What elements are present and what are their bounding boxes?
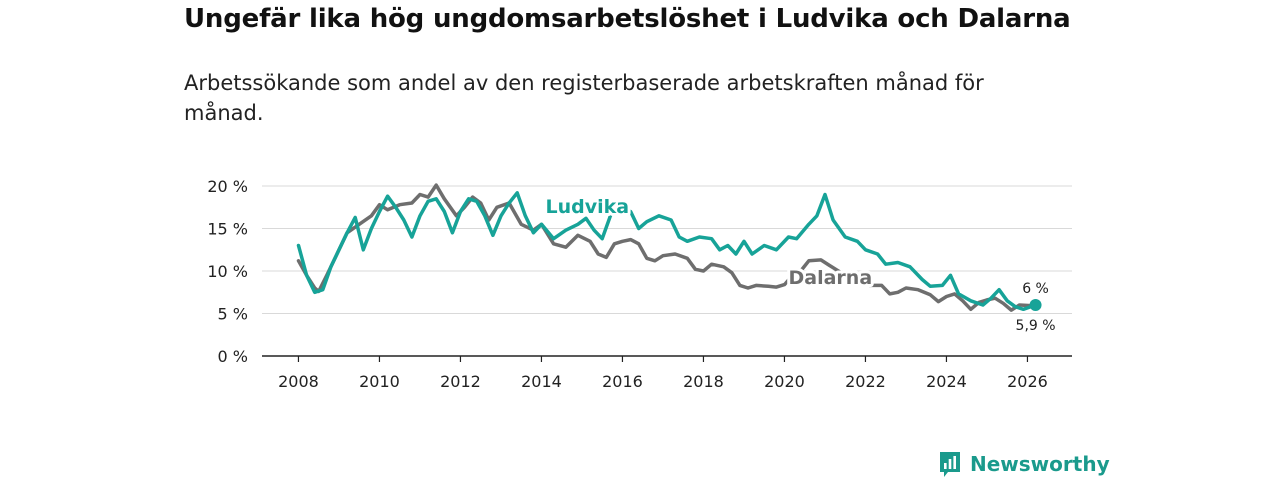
dalarna-label-halo: Dalarna [789,267,873,289]
x-tick-label: 2008 [278,372,319,391]
x-tick-label: 2014 [521,372,562,391]
brand-name: Newsworthy [970,452,1110,476]
y-tick-label: 0 % [218,347,248,366]
chart-subtitle: Arbetssökande som andel av den registerb… [184,71,984,125]
x-tick-label: 2010 [359,372,400,391]
x-tick-label: 2020 [764,372,805,391]
x-tick-label: 2026 [1007,372,1048,391]
x-tick-label: 2012 [440,372,481,391]
x-axis-ticks: 2008 2010 2012 2014 2016 2018 2020 2022 2024 2026 [278,356,1048,391]
chart-title: Ungefär lika hög ungdomsarbetslöshet i L… [184,4,1071,34]
dalarna-line [296,183,1038,312]
ludvika-label-halo: Ludvika [546,196,630,218]
y-tick-label: 15 % [207,220,248,239]
x-tick-label: 2022 [845,372,886,391]
gridlines [262,185,1072,357]
x-tick-label: 2024 [926,372,967,391]
x-tick-label: 2018 [683,372,724,391]
dalarna-end-value: 5,9 % [1016,318,1056,334]
ludvika-end-value: 6 % [1022,281,1049,297]
newsworthy-brand[interactable]: Newsworthy [938,450,1110,478]
dalarna-series-label: Dalarna [789,267,873,289]
y-tick-label: 10 % [207,262,248,281]
bar-chart-bubble-icon [940,452,960,477]
y-tick-label: 5 % [218,305,248,324]
ludvika-series-label: Ludvika [546,196,630,218]
x-tick-label: 2016 [602,372,643,391]
y-tick-label: 20 % [207,177,248,196]
endpoint-marker [1029,299,1042,311]
ludvika-line [296,191,1038,312]
y-axis-ticks: 0 % 5 % 10 % 15 % 20 % [207,177,248,366]
series-lines [296,183,1042,312]
